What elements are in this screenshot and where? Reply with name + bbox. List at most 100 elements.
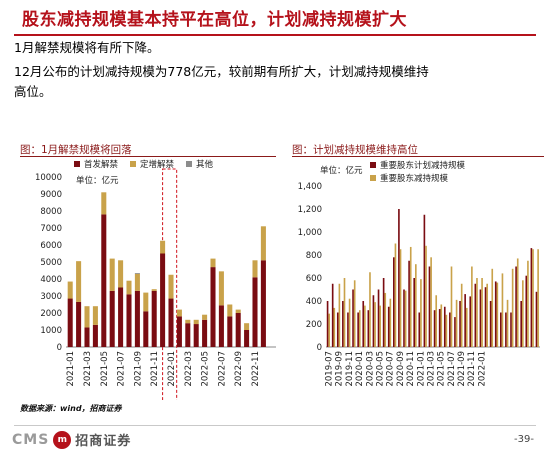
bar-2021-09-s1 [460,283,463,347]
bar-2021-07-s1 [450,266,453,347]
bar-2022-04-s1 [496,282,499,347]
bar-2022-05-s1 [202,314,208,320]
bar-2022-10-s0 [244,330,250,347]
bar-2020-01-s1 [358,310,361,347]
bar-2021-05-s0 [438,309,441,347]
bar-2020-10-s1 [404,290,407,347]
bar-2021-11-s0 [469,296,472,347]
y-tick-label: 8000 [40,207,62,217]
bar-2022-04-s1 [193,319,199,325]
bar-2020-12-s0 [413,278,416,347]
bar-2022-09-s0 [235,313,241,347]
y-tick-label: 9000 [40,190,62,200]
bar-2022-05-s0 [500,312,502,347]
y-tick-label: 1,200 [298,205,322,215]
x-tick-label: 2021-09 [457,351,467,387]
bar-2022-07-s0 [218,305,224,347]
x-tick-label: 2021-05 [100,351,110,387]
bar-2020-08-s0 [393,257,395,347]
bar-2022-11-s1 [252,260,258,278]
bar-2019-11-s1 [348,298,351,347]
y-tick-label: 2000 [40,309,62,319]
bar-2022-05-s1 [501,273,504,347]
bar-2022-11-s0 [252,277,258,347]
bar-2021-02-s1 [425,245,427,347]
bullet-1-text: 1月解禁规模将有所下降。 [14,40,160,55]
bar-2020-08-s1 [394,243,397,347]
bullet-2-text: 12月公布的计划减持规模为778亿元，较前期有所扩大，计划减持规模维持 [14,64,429,79]
bar-2022-08-s1 [516,258,519,347]
x-tick-label: 2022-01 [477,351,487,387]
bar-2022-10-s1 [244,323,250,330]
legend-item-other: 其他 [186,158,213,170]
right-chart-title: 图：计划减持规模维持高位 [292,144,418,156]
bar-2021-09-s0 [134,290,140,347]
bar-2020-06-s0 [382,278,385,347]
x-tick-label: 2021-11 [150,351,160,387]
bar-2020-12-s1 [415,264,417,347]
bar-2022-01-s1 [168,274,174,299]
bullet-2-cont-text: 高位。 [14,84,52,99]
bar-2021-02-s0 [423,214,426,347]
bar-2021-10-s0 [464,294,466,347]
bar-2019-07-s1 [328,313,331,347]
bar-2021-06-s0 [109,290,115,347]
right-chart-title-rule [292,156,544,157]
bar-2021-09-s0 [459,301,461,347]
legend-label-planned: 重要股东计划减持规模 [380,161,466,171]
bar-2022-12-s0 [535,291,538,347]
x-tick-label: 2019-11 [345,351,355,387]
bar-2021-05-s1 [101,192,107,215]
bar-2021-03-s1 [430,257,432,347]
bar-2021-01-s1 [420,279,422,347]
legend-swatch-planned [370,162,376,168]
left-chart: 0 1000 2000 3000 4000 5000 6000 7000 8000 9000 100… [35,168,276,400]
x-tick-label: 2021-05 [437,351,447,387]
bar-2021-07-s0 [449,312,451,347]
bar-2021-12-s1 [160,240,166,254]
bar-2020-02-s0 [362,301,365,347]
x-tick-label: 2020-09 [396,351,406,387]
bar-2022-04-s0 [494,281,497,347]
bar-2021-11-s1 [151,289,157,291]
bar-2022-02-s0 [484,287,487,347]
legend-item-ipo: 首发解禁 [74,158,118,170]
y-tick-label: 1,400 [298,182,322,192]
bar-2021-08-s1 [455,299,458,347]
bar-2022-01-s0 [479,289,482,347]
bar-2022-11-s1 [532,249,534,347]
bar-2021-09-s1 [134,273,140,291]
x-tick-label: 2019-09 [335,351,345,387]
bullet-1: 1月解禁规模将有所下降。 [14,38,159,58]
bar-2021-12-s0 [474,283,477,347]
bar-2019-10-s1 [343,278,346,347]
bar-2021-05-s0 [101,214,107,347]
bar-2021-03-s0 [84,327,90,347]
bar-2020-09-s0 [398,209,400,347]
company-logo: CMS m 招商证券 [12,430,131,449]
bar-2019-07-s0 [326,301,329,347]
x-tick-label: 2021-09 [133,351,143,387]
bar-2022-11-s0 [530,248,533,347]
bar-2019-12-s1 [353,280,356,347]
bar-2021-04-s0 [92,324,98,347]
x-tick-label: 2022-09 [234,351,244,387]
bar-2021-07-s1 [118,260,124,288]
right-chart-legend-1: 重要股东计划减持规模 [370,159,465,171]
bar-2021-05-s1 [440,304,443,347]
bar-2019-10-s0 [342,301,344,347]
bar-2021-02-s0 [76,301,82,347]
legend-label-other: 其他 [196,160,214,170]
bar-2021-08-s0 [454,317,456,347]
bar-2022-04-s0 [193,324,199,347]
bar-2022-05-s0 [202,319,208,347]
bar-2022-07-s1 [218,271,224,306]
bar-2022-02-s0 [176,316,182,347]
y-tick-label: 800 [306,251,322,261]
data-source: 数据来源：wind，招商证券 [20,404,122,413]
title-divider [14,34,536,36]
bar-2020-11-s1 [409,246,412,347]
legend-swatch-other [186,161,193,167]
bar-2021-10-s1 [465,307,468,347]
left-chart-unit: 单位：亿元 [76,176,119,186]
